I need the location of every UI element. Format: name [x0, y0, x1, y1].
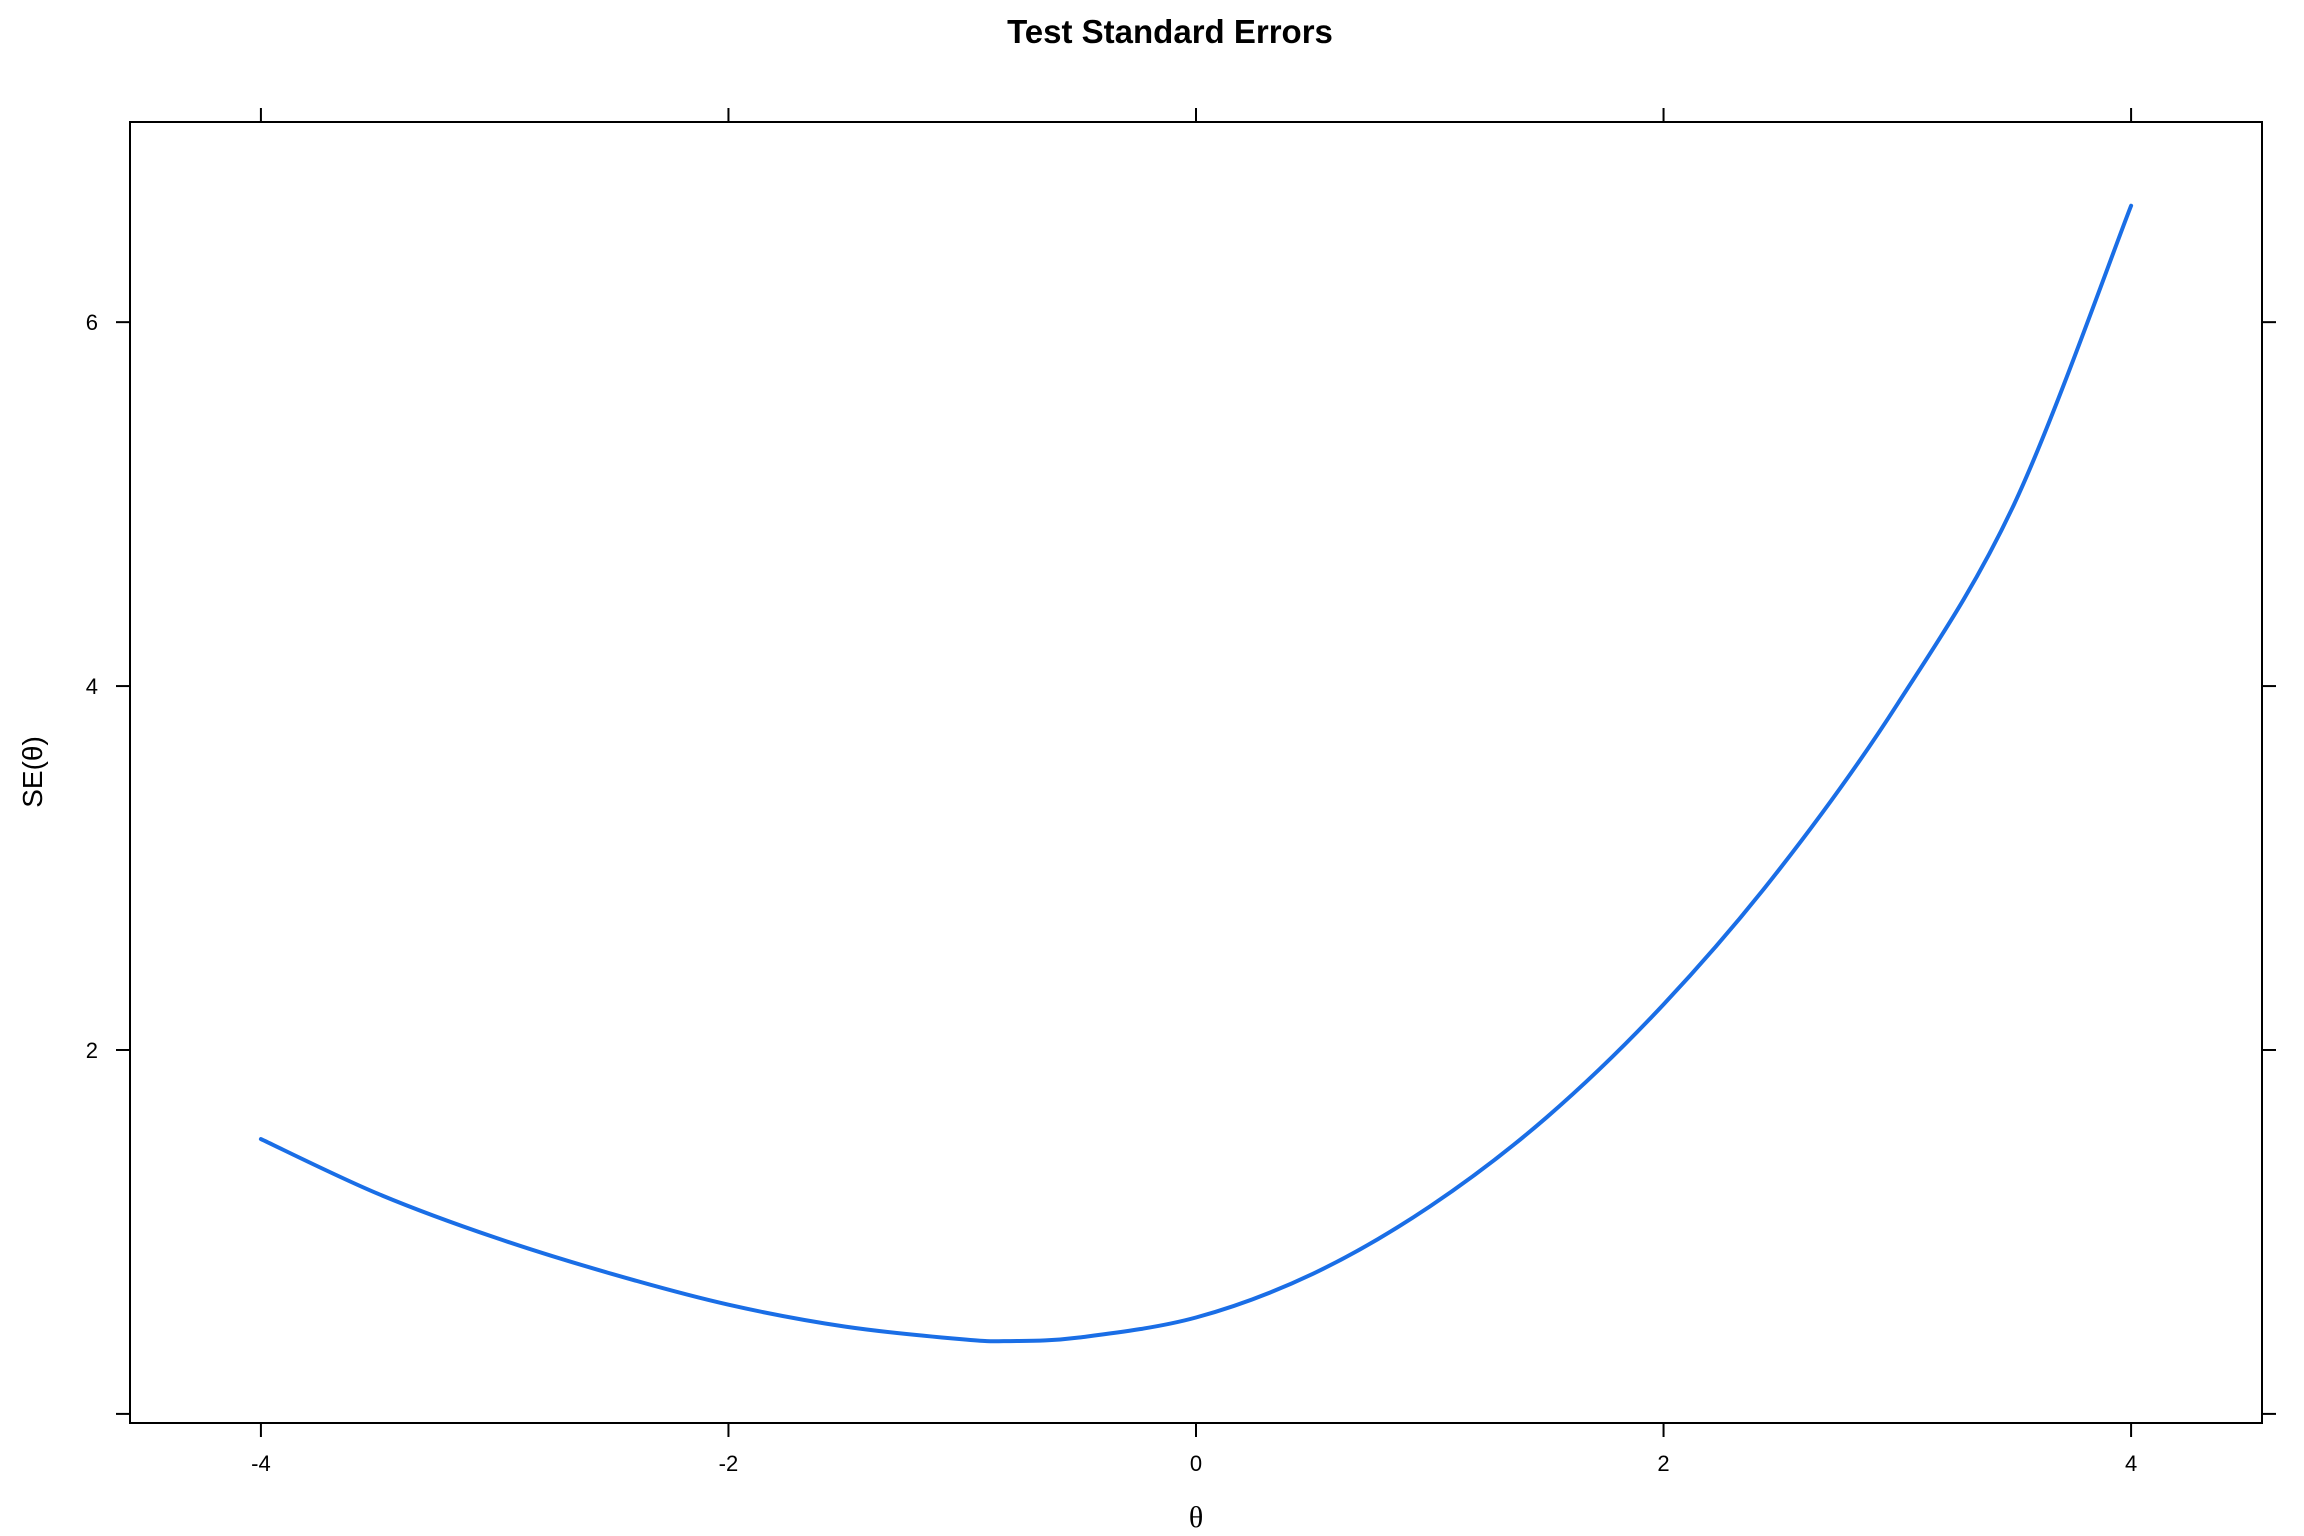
axis-tick-labels: -4 -2 0 2 4 2 4 6 — [86, 310, 2137, 1476]
x-tick-label: 0 — [1190, 1451, 1202, 1476]
y-axis-title: SE(θ) — [17, 736, 48, 808]
y-tick-label: 6 — [86, 310, 98, 335]
axis-ticks — [116, 108, 2276, 1437]
plot-frame — [129, 121, 2263, 1424]
x-tick-label: -4 — [251, 1451, 271, 1476]
x-tick-label: 2 — [1657, 1451, 1669, 1476]
x-tick-label: 4 — [2125, 1451, 2137, 1476]
x-tick-label: -2 — [719, 1451, 739, 1476]
se-curve — [258, 203, 2134, 1344]
y-tick-label: 2 — [86, 1038, 98, 1063]
y-tick-label: 4 — [86, 674, 98, 699]
x-axis-title: θ — [1189, 1501, 1203, 1534]
chart-title: Test Standard Errors — [1007, 13, 1333, 50]
